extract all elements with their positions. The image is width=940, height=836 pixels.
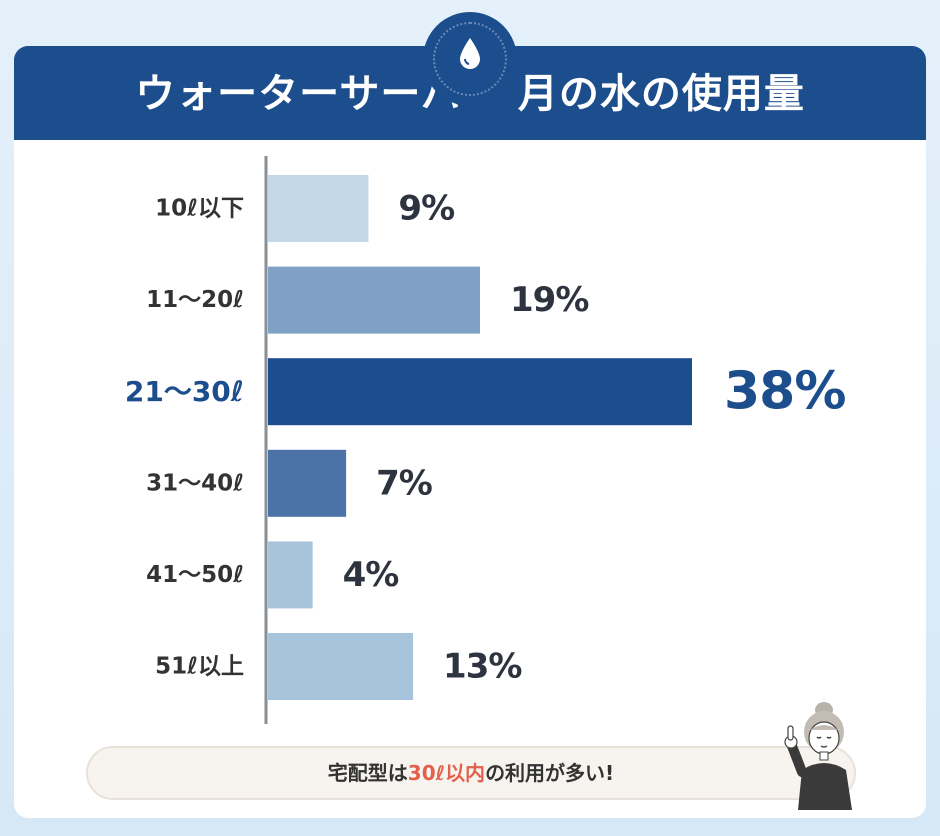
bar [268, 449, 347, 517]
water-drop-icon [460, 38, 480, 69]
bar [268, 541, 313, 609]
value-label: 7% [376, 463, 432, 503]
caption-prefix: 宅配型は [327, 761, 408, 785]
caption-highlight: 30ℓ以内 [407, 761, 486, 785]
chart-card: ウォーターサーバー 月の水の使用量 [14, 46, 926, 818]
value-label: 13% [443, 647, 521, 687]
caption-suffix: の利用が多い! [485, 761, 615, 785]
bar [268, 266, 480, 334]
category-label: 51ℓ以上 [155, 654, 244, 680]
value-label: 38% [724, 362, 845, 422]
bar [268, 175, 369, 242]
category-label: 31～40ℓ [146, 470, 244, 496]
bar [268, 633, 414, 700]
pointing-person-illustration [784, 702, 852, 810]
water-drop-badge [423, 12, 517, 106]
category-label: 10ℓ以下 [155, 196, 244, 222]
bar [268, 358, 692, 426]
caption-bubble: 宅配型は30ℓ以内の利用が多い! [86, 746, 856, 800]
category-label: 11～20ℓ [146, 287, 244, 313]
value-label: 19% [510, 280, 588, 320]
value-label: 4% [343, 555, 399, 595]
category-label: 21～30ℓ [125, 375, 244, 408]
value-label: 9% [398, 189, 454, 229]
category-label: 41～50ℓ [146, 562, 244, 588]
